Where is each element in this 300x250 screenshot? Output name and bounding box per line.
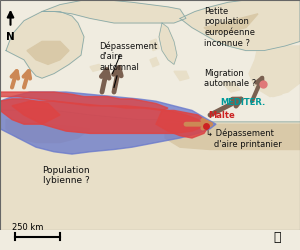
Polygon shape bbox=[0, 108, 300, 230]
Polygon shape bbox=[0, 92, 168, 110]
Text: Petite
population
européenne
inconnue ?: Petite population européenne inconnue ? bbox=[204, 7, 255, 48]
Polygon shape bbox=[150, 39, 159, 50]
Polygon shape bbox=[150, 58, 159, 67]
Text: N: N bbox=[6, 32, 15, 42]
Polygon shape bbox=[12, 101, 204, 134]
Polygon shape bbox=[249, 46, 300, 96]
Polygon shape bbox=[156, 110, 210, 138]
Text: Malte: Malte bbox=[208, 110, 235, 120]
Polygon shape bbox=[270, 90, 282, 96]
Polygon shape bbox=[0, 99, 60, 124]
Polygon shape bbox=[6, 12, 84, 78]
Polygon shape bbox=[0, 92, 216, 154]
Polygon shape bbox=[6, 120, 90, 142]
Text: Migration
automnale ?: Migration automnale ? bbox=[204, 69, 256, 88]
Polygon shape bbox=[180, 0, 300, 50]
Text: ↳ Dépassement
   d'aire printanier: ↳ Dépassement d'aire printanier bbox=[206, 129, 281, 149]
Polygon shape bbox=[90, 64, 102, 71]
Text: MEDITER.: MEDITER. bbox=[220, 98, 266, 107]
Text: 250 km: 250 km bbox=[12, 223, 43, 232]
Polygon shape bbox=[27, 42, 69, 64]
Text: Population
lybienne ?: Population lybienne ? bbox=[42, 166, 90, 185]
Text: Dépassement
d'aire
automnal: Dépassement d'aire automnal bbox=[99, 42, 157, 72]
Polygon shape bbox=[204, 14, 258, 32]
Polygon shape bbox=[222, 83, 240, 92]
Polygon shape bbox=[159, 23, 177, 64]
Text: 🐦: 🐦 bbox=[274, 231, 281, 244]
Polygon shape bbox=[165, 124, 300, 150]
Polygon shape bbox=[42, 0, 186, 23]
Polygon shape bbox=[174, 71, 189, 81]
